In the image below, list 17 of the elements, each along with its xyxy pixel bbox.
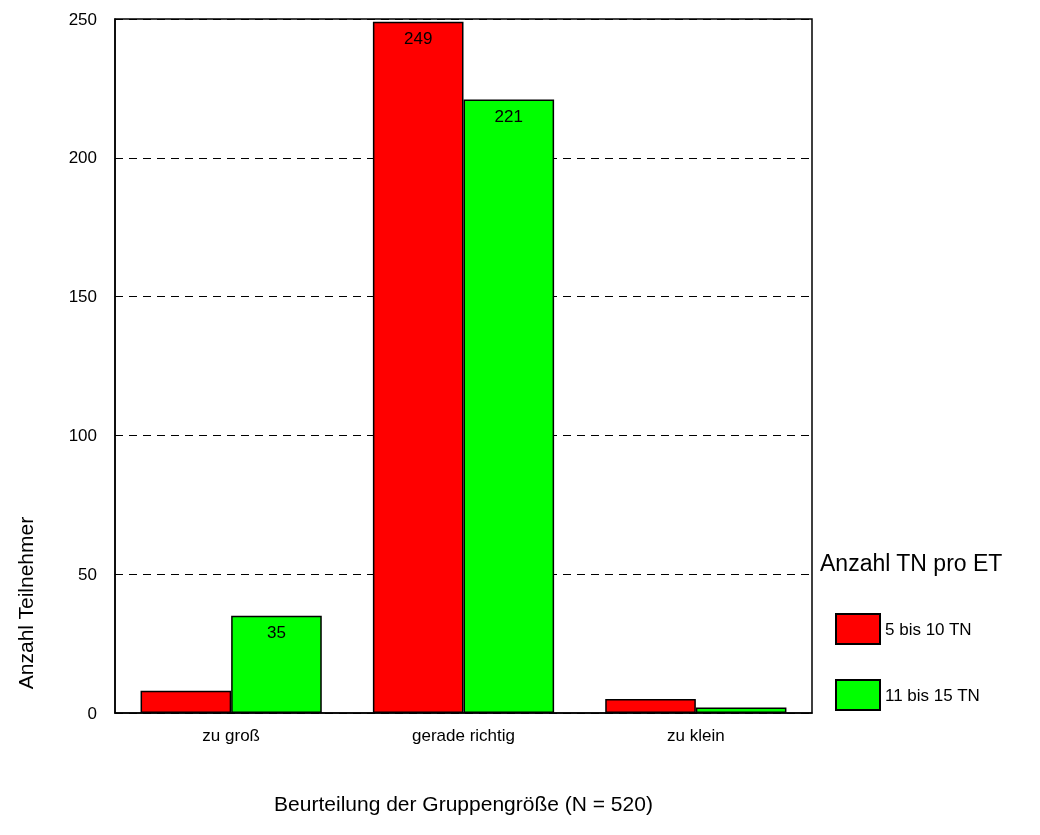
x-axis-title: Beurteilung der Gruppengröße (N = 520): [274, 792, 653, 815]
legend-label: 11 bis 15 TN: [885, 685, 980, 705]
legend-title: Anzahl TN pro ET: [820, 550, 1003, 576]
y-tick-label: 200: [68, 148, 97, 168]
x-tick-label: gerade richtig: [411, 726, 516, 745]
y-axis-title: Anzahl Teilnehmer: [13, 516, 37, 690]
y-tick-label: 250: [68, 9, 97, 29]
x-tick-label: zu klein: [667, 726, 725, 745]
data-label: 249: [404, 28, 433, 48]
data-label: 221: [494, 106, 523, 126]
y-tick-label: 0: [87, 703, 97, 723]
y-tick-label: 100: [68, 425, 97, 445]
y-tick-label: 150: [68, 287, 97, 307]
data-label: 35: [267, 622, 286, 642]
y-tick-label: 50: [78, 564, 97, 584]
x-tick-label: zu groß: [202, 726, 260, 745]
legend-label: 5 bis 10 TN: [885, 619, 972, 639]
